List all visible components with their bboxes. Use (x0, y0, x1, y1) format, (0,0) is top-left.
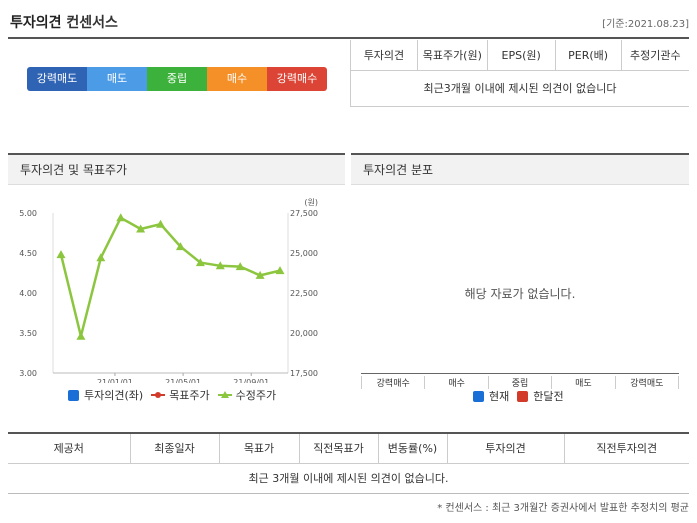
adjusted-price-point (56, 250, 66, 259)
y-left-tick-label: 5.00 (19, 209, 37, 218)
adjusted-price-line (59, 216, 281, 337)
x-tick-label: 21/05/01 (165, 378, 201, 383)
y-left-tick-label: 3.50 (19, 329, 37, 338)
col-target-price: 목표주가(원) (416, 40, 488, 71)
dist-cat-strong-sell: 강력매도 (614, 376, 680, 389)
broker-opinion-table: 제공처 최종일자 목표가 직전목표가 변동률(%) 투자의견 직전투자의견 최근… (8, 432, 689, 494)
adjusted-price-point (175, 242, 185, 251)
opinion-target-panel: 투자의견 및 목표주가 5.00 4.50 4.00 3.50 3.00 27,500 25… (8, 153, 345, 409)
consensus-table: 투자의견 목표주가(원) EPS(원) PER(배) 추정기관수 최근3개월 이… (350, 40, 689, 107)
y-right-tick-label: 17,500 (290, 369, 318, 378)
legend-adjusted-marker-icon (217, 391, 232, 398)
adjusted-price-point (136, 224, 146, 233)
col-provider: 제공처 (8, 432, 130, 464)
legend-target-marker-icon (151, 392, 166, 398)
adjusted-price-point (96, 253, 106, 262)
scale-strong-buy: 강력매수 (267, 67, 327, 91)
adjusted-price-point (255, 270, 265, 279)
consensus-empty-message: 최근3개월 이내에 제시된 의견이 없습니다 (350, 70, 689, 107)
x-tick-label: 21/01/01 (97, 378, 133, 383)
legend-current-swatch (473, 390, 484, 402)
left-legend: 투자의견(좌) 목표주가 수정주가 (68, 387, 284, 403)
col-eps: EPS(원) (486, 40, 556, 71)
opinion-target-chart: 5.00 4.50 4.00 3.50 3.00 27,500 25,000 22,500 20… (19, 198, 318, 383)
scale-sell: 매도 (87, 67, 147, 91)
y-right-tick-label: 22,500 (290, 289, 318, 298)
opinion-target-panel-title: 투자의견 및 목표주가 (8, 155, 345, 185)
col-last-date: 최종일자 (129, 432, 219, 464)
adjusted-price-point (116, 213, 126, 222)
col-per: PER(배) (554, 40, 622, 71)
header-divider (8, 37, 689, 39)
reference-date: [기준:2021.08.23] (602, 19, 689, 30)
footnote: * 컨센서스 : 최근 3개월간 증권사에서 발표한 추정치의 평균 (437, 503, 689, 514)
distribution-empty-message: 해당 자료가 없습니다. (464, 287, 576, 301)
y-right-tick-label: 20,000 (290, 329, 318, 338)
opinion-distribution-panel: 투자의견 분포 해당 자료가 없습니다. 강력매수 매수 중립 매도 강력매도 … (351, 153, 689, 409)
y-right-tick-label: 25,000 (290, 249, 318, 258)
scale-buy: 매수 (207, 67, 267, 91)
legend-adjusted-price: 수정주가 (217, 387, 276, 403)
col-opinion: 투자의견 (350, 40, 418, 71)
scale-neutral: 중립 (147, 67, 207, 91)
col-prev-opinion: 직전투자의견 (563, 432, 689, 464)
dist-cat-strong-buy: 강력매수 (361, 376, 424, 389)
y-left-tick-label: 4.50 (19, 249, 37, 258)
y-right-unit: (원) (304, 198, 318, 207)
legend-opinion: 투자의견(좌) (68, 387, 143, 403)
col-target: 목표가 (218, 432, 299, 464)
col-institutions: 추정기관수 (620, 40, 689, 71)
distribution-categories: 강력매수 매수 중립 매도 강력매도 (361, 376, 680, 389)
adjusted-price-point (235, 262, 245, 271)
legend-month-ago-swatch (517, 390, 529, 402)
opinion-scale: 강력매도 매도 중립 매수 강력매수 (27, 67, 327, 91)
adjusted-price-point (195, 258, 205, 267)
legend-current: 현재 (473, 388, 509, 404)
legend-opinion-swatch (68, 389, 79, 401)
x-tick-label: 21/09/01 (233, 378, 269, 383)
col-change-rate: 변동률(%) (377, 432, 447, 464)
adjusted-price-point (156, 219, 166, 228)
scale-strong-sell: 강력매도 (27, 67, 87, 91)
broker-empty-message: 최근 3개월 이내에 제시된 의견이 없습니다. (8, 463, 689, 494)
right-legend: 현재 한달전 (473, 388, 572, 404)
legend-month-ago: 한달전 (517, 388, 564, 404)
y-left-tick-label: 3.00 (19, 369, 37, 378)
page-title-sub: 컨센서스 (66, 15, 118, 31)
opinion-scale-box: 강력매도 매도 중립 매수 강력매수 (8, 40, 348, 106)
dist-cat-neutral: 중립 (487, 376, 551, 389)
dist-cat-sell: 매도 (551, 376, 614, 389)
page-title: 투자의견 컨센서스 (10, 15, 118, 31)
col-prev-target: 직전목표가 (298, 432, 378, 464)
opinion-distribution-panel-title: 투자의견 분포 (351, 155, 689, 185)
legend-target-price: 목표주가 (151, 387, 210, 403)
dist-cat-buy: 매수 (424, 376, 487, 389)
adjusted-price-point (275, 266, 285, 275)
y-left-tick-label: 4.00 (19, 289, 37, 298)
adjusted-price-point (215, 261, 225, 270)
adjusted-price-point (76, 331, 86, 340)
col-opinion: 투자의견 (446, 432, 564, 464)
distribution-baseline (361, 373, 679, 374)
y-right-tick-label: 27,500 (290, 209, 318, 218)
